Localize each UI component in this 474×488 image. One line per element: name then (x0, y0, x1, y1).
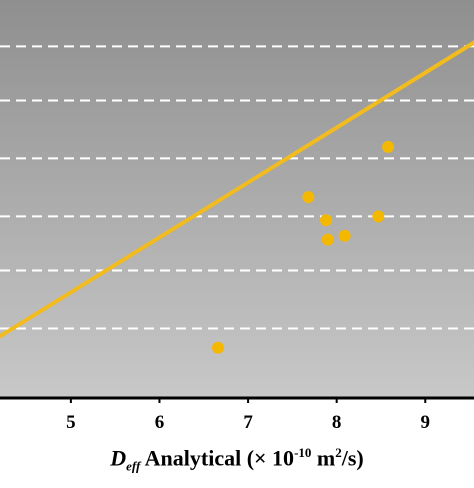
x-axis-label: Deff Analytical (× 10-10 m2/s) (0, 432, 474, 474)
data-point-2 (320, 214, 333, 227)
xlabel-units-start: m (311, 445, 336, 471)
x-tick-label-0: 5 (66, 412, 76, 433)
data-points (211, 140, 395, 354)
x-tick-label-3: 8 (332, 412, 342, 433)
xlabel-symbol: D (110, 445, 127, 471)
xlabel-units-exponent: 2 (335, 445, 342, 460)
data-point-4 (338, 229, 351, 242)
xlabel-exponent: -10 (294, 445, 312, 460)
xlabel-text: Analytical (× 10 (140, 445, 295, 471)
plot-area (0, 0, 474, 398)
data-point-1 (302, 191, 315, 204)
data-point-6 (382, 140, 395, 153)
xlabel-units-end: /s) (341, 445, 364, 471)
fit-line (0, 40, 474, 339)
data-point-0 (211, 341, 224, 354)
data-point-5 (372, 210, 385, 223)
x-tick-label-1: 6 (155, 412, 165, 433)
fit-line-group (0, 40, 474, 339)
x-ticks: 5 6 7 8 9 (66, 398, 430, 433)
data-point-3 (321, 233, 334, 246)
x-tick-label-4: 9 (421, 412, 431, 433)
x-tick-label-2: 7 (243, 412, 253, 433)
chart: 5 6 7 8 9 (0, 0, 474, 433)
xlabel-subscript: eff (126, 458, 141, 474)
